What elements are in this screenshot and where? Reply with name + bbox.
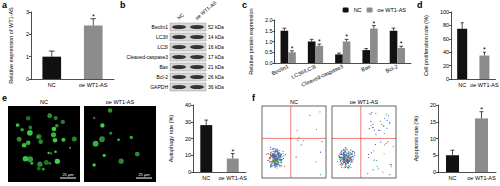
svg-text:0.0: 0.0: [265, 60, 273, 66]
svg-text:Bax: Bax: [159, 64, 168, 70]
svg-text:0: 0: [433, 169, 436, 175]
svg-text:16 kDa: 16 kDa: [208, 44, 224, 50]
svg-text:2: 2: [26, 31, 29, 37]
svg-text:Cleaved-caspase3: Cleaved-caspase3: [127, 54, 169, 60]
svg-text:17 kDa: 17 kDa: [208, 54, 224, 60]
svg-text:Bax: Bax: [360, 63, 371, 73]
svg-text:c: c: [242, 0, 247, 10]
svg-text:40: 40: [185, 102, 191, 108]
svg-text:10: 10: [430, 136, 436, 142]
svg-text:26 kDa: 26 kDa: [208, 74, 224, 80]
svg-text:f: f: [252, 93, 256, 103]
svg-text:*: *: [231, 148, 234, 155]
svg-text:Bcl-2: Bcl-2: [157, 74, 169, 80]
svg-text:LC3II: LC3II: [156, 34, 168, 40]
svg-text:LC3I: LC3I: [157, 44, 168, 50]
svg-text:*: *: [92, 13, 95, 20]
svg-text:100: 100: [440, 9, 449, 15]
svg-text:0.5: 0.5: [265, 49, 273, 55]
svg-text:5: 5: [433, 152, 436, 158]
svg-text:oe WT1-AS: oe WT1-AS: [106, 99, 135, 105]
svg-text:LC3II/LC3I: LC3II/LC3I: [290, 63, 317, 80]
svg-text:NC: NC: [202, 175, 210, 181]
svg-text:oe WT1-AS: oe WT1-AS: [467, 175, 496, 181]
svg-text:b: b: [120, 0, 126, 10]
svg-text:oe WT1-AS: oe WT1-AS: [470, 82, 499, 88]
svg-text:0: 0: [446, 76, 449, 82]
svg-text:e: e: [2, 93, 7, 103]
svg-text:Cell proliferation rate (%): Cell proliferation rate (%): [423, 15, 429, 76]
svg-text:oe WT1-AS: oe WT1-AS: [378, 7, 407, 13]
svg-text:oe WT1-AS: oe WT1-AS: [350, 99, 379, 105]
svg-text:21 kDa: 21 kDa: [208, 64, 224, 70]
svg-text:NC: NC: [449, 175, 457, 181]
svg-text:Beclin1: Beclin1: [271, 63, 290, 76]
svg-text:oe WT1-AS: oe WT1-AS: [219, 175, 248, 181]
svg-text:10: 10: [185, 152, 191, 158]
svg-text:Relative protein expression: Relative protein expression: [248, 8, 254, 74]
svg-text:NC: NC: [40, 99, 48, 105]
svg-text:NC: NC: [458, 82, 466, 88]
svg-text:Beclin1: Beclin1: [152, 24, 169, 30]
svg-text:NC: NC: [176, 11, 186, 20]
svg-text:52 kDa: 52 kDa: [208, 24, 224, 30]
svg-text:Cleaved-caspase3: Cleaved-caspase3: [300, 63, 344, 88]
svg-text:0: 0: [188, 169, 191, 175]
svg-text:80: 80: [443, 22, 449, 28]
svg-text:NC: NC: [290, 99, 298, 105]
svg-text:d: d: [417, 0, 423, 10]
svg-text:14 kDa: 14 kDa: [208, 34, 224, 40]
svg-text:a: a: [2, 0, 8, 10]
svg-text:0: 0: [26, 76, 29, 82]
svg-text:NC: NC: [354, 7, 362, 13]
svg-text:1.5: 1.5: [265, 28, 273, 34]
svg-text:60: 60: [443, 36, 449, 42]
svg-text:2.0: 2.0: [265, 17, 273, 23]
svg-text:oe WT1-AS: oe WT1-AS: [79, 82, 108, 88]
svg-text:25 μm: 25 μm: [62, 172, 74, 177]
svg-text:*: *: [483, 46, 486, 53]
svg-text:40: 40: [443, 49, 449, 55]
svg-text:*: *: [400, 40, 403, 47]
svg-text:20: 20: [185, 136, 191, 142]
svg-text:GAPDH: GAPDH: [150, 84, 168, 90]
svg-text:Bcl-2: Bcl-2: [385, 63, 399, 74]
svg-text:*: *: [291, 45, 294, 52]
svg-text:25 μm: 25 μm: [138, 172, 150, 177]
svg-text:NC: NC: [48, 82, 56, 88]
svg-text:*: *: [480, 106, 483, 113]
svg-text:Relative expression of WT1-AS: Relative expression of WT1-AS: [8, 7, 14, 84]
svg-text:1: 1: [26, 54, 29, 60]
svg-text:15: 15: [430, 119, 436, 125]
svg-text:Apoptosis rate (%): Apoptosis rate (%): [413, 116, 419, 161]
svg-text:3: 3: [26, 9, 29, 15]
svg-text:1.0: 1.0: [265, 39, 273, 45]
svg-text:*: *: [318, 38, 321, 45]
svg-text:*: *: [373, 20, 376, 27]
svg-text:20: 20: [430, 102, 436, 108]
svg-text:*: *: [345, 33, 348, 40]
svg-text:30: 30: [185, 119, 191, 125]
svg-text:36 kDa: 36 kDa: [208, 84, 224, 90]
svg-text:Autophagy rate (%): Autophagy rate (%): [168, 115, 174, 163]
svg-text:20: 20: [443, 63, 449, 69]
svg-text:oe WT1-AS: oe WT1-AS: [194, 0, 218, 21]
